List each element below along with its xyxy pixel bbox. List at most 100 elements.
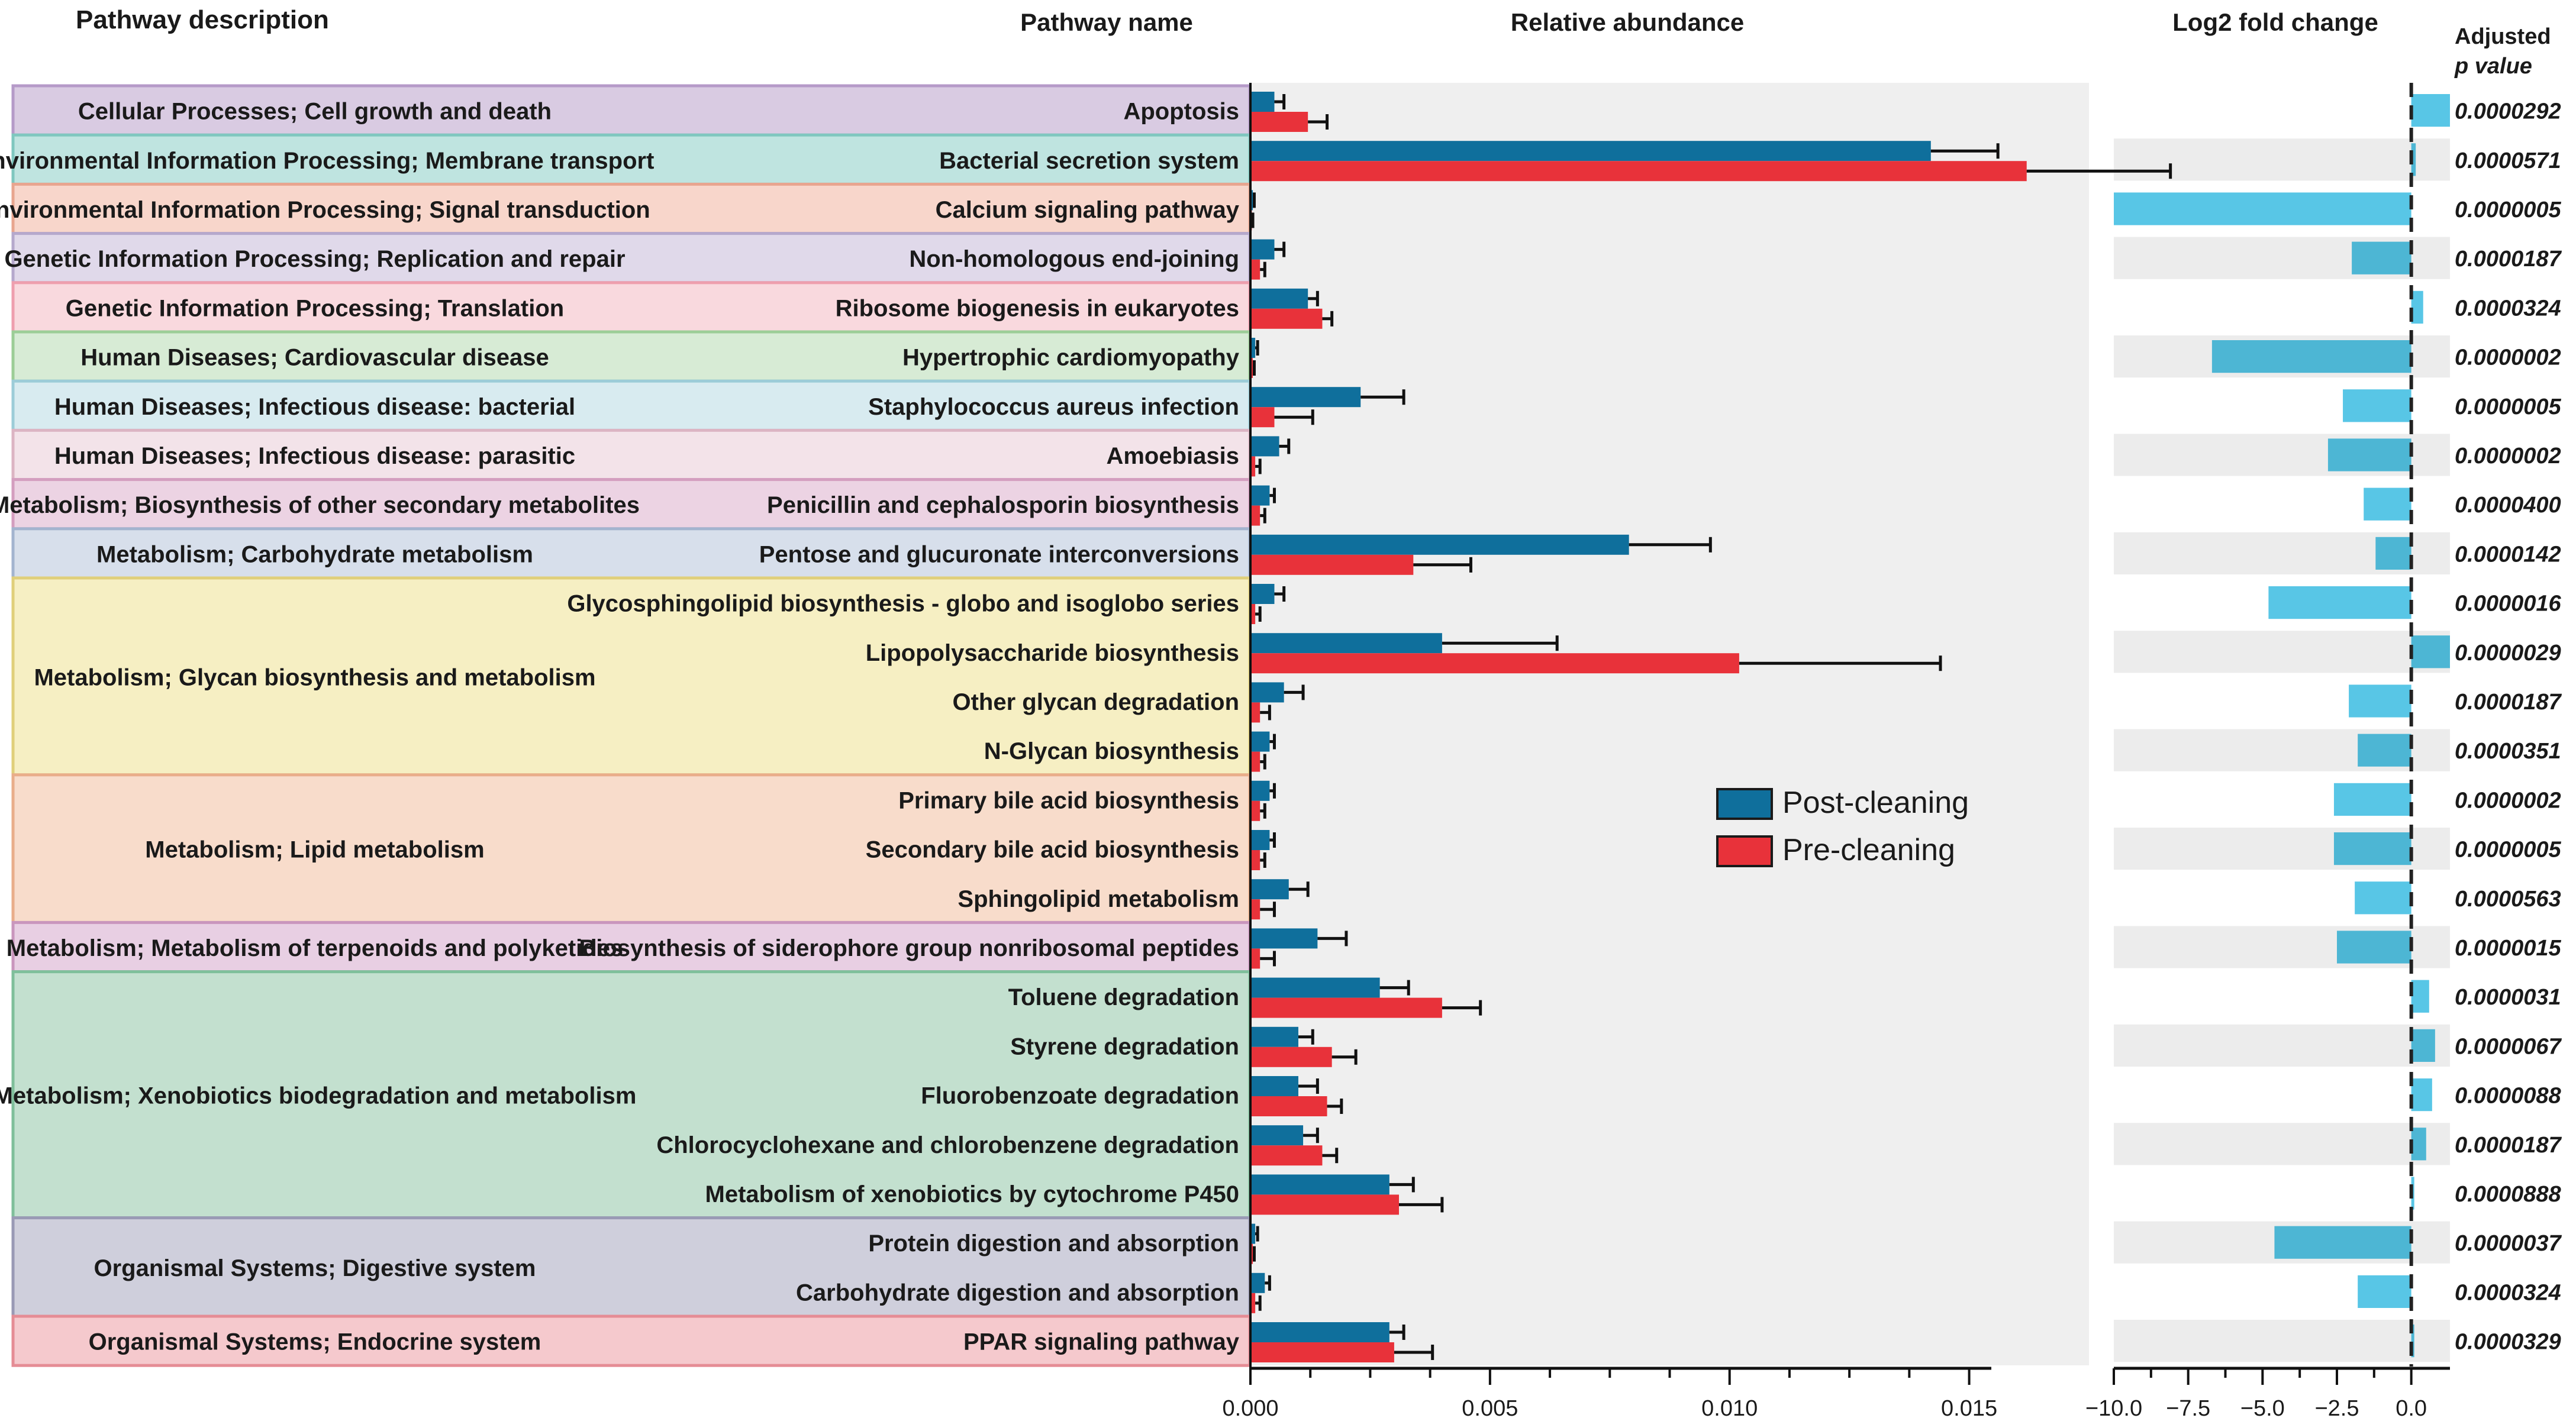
category-label: Organismal Systems; Endocrine system xyxy=(89,1329,541,1355)
abundance-panel-background xyxy=(1249,83,2089,1365)
row-stripe xyxy=(2114,1024,2450,1067)
p-value-label: 0.0000142 xyxy=(2455,542,2561,567)
fold-tick-label: −10.0 xyxy=(2085,1396,2142,1418)
fold-change-bar xyxy=(2411,1078,2432,1112)
header-pathway-name: Pathway name xyxy=(1020,8,1193,36)
fold-change-bar xyxy=(2411,1029,2435,1062)
p-value-label: 0.0000015 xyxy=(2455,936,2561,961)
fold-change-bar xyxy=(2349,684,2411,718)
pathway-name-label: Biosynthesis of siderophore group nonrib… xyxy=(579,935,1239,961)
fold-change-bar xyxy=(2274,1226,2411,1259)
category-label: Metabolism; Lipid metabolism xyxy=(145,837,484,863)
header-adjusted: Adjusted xyxy=(2455,24,2551,49)
category-box xyxy=(11,1314,1252,1367)
axes: 0.000 0.005 0.010 0.015 −10.0 −7.5 −5.0 −2.5 0.0 xyxy=(1222,83,2450,1418)
p-value-label: 0.0000324 xyxy=(2455,296,2561,321)
post-cleaning-bar xyxy=(1250,288,1308,309)
category-groups: Cellular Processes; Cell growth and deat… xyxy=(0,84,1252,1367)
pre-cleaning-bar xyxy=(1250,358,1253,378)
fold-tick-label: −2.5 xyxy=(2314,1396,2359,1418)
row-stripe xyxy=(2114,1123,2450,1165)
pathway-name-label: Metabolism of xenobiotics by cytochrome … xyxy=(705,1181,1239,1207)
category-label: Environmental Information Processing; Me… xyxy=(0,148,654,174)
post-cleaning-bar xyxy=(1250,1223,1256,1244)
post-cleaning-bar xyxy=(1250,534,1629,555)
category-box xyxy=(11,428,1252,482)
fold-change-bar xyxy=(2355,881,2411,915)
category-label: Metabolism; Biosynthesis of other second… xyxy=(0,492,640,518)
post-cleaning-bar xyxy=(1250,239,1275,260)
fold-change-bar xyxy=(2352,241,2411,274)
pathway-name-label: Protein digestion and absorption xyxy=(868,1230,1239,1257)
row-stripe xyxy=(2114,1320,2450,1362)
pre-cleaning-bar xyxy=(1250,1046,1332,1067)
post-cleaning-bar xyxy=(1250,338,1256,358)
pathway-name-label: Carbohydrate digestion and absorption xyxy=(796,1280,1239,1306)
pathway-name-label: Bacterial secretion system xyxy=(939,148,1239,174)
category-label: Human Diseases; Infectious disease: bact… xyxy=(54,394,575,420)
category-label: Genetic Information Processing; Translat… xyxy=(66,295,564,321)
abundance-tick-label: 0.005 xyxy=(1462,1396,1518,1418)
header-pathway-description: Pathway description xyxy=(76,5,329,34)
pre-cleaning-bar xyxy=(1250,948,1260,969)
category-box xyxy=(11,84,1252,137)
p-value-label: 0.0000005 xyxy=(2455,198,2561,222)
pathway-name-label: N-Glycan biosynthesis xyxy=(984,738,1239,764)
fold-change-bar xyxy=(2327,438,2411,471)
category-label: Metabolism; Carbohydrate metabolism xyxy=(96,541,533,567)
p-value-label: 0.0000016 xyxy=(2455,592,2561,616)
pre-cleaning-bar xyxy=(1250,1145,1323,1166)
pathway-name-label: Non-homologous end-joining xyxy=(909,246,1239,272)
legend-pre-label: Pre-cleaning xyxy=(1782,833,1955,867)
pre-cleaning-bar xyxy=(1250,259,1260,280)
pathway-name-label: Staphylococcus aureus infection xyxy=(868,394,1239,420)
post-cleaning-bar xyxy=(1250,1272,1265,1293)
p-value-label: 0.0000002 xyxy=(2455,444,2561,469)
category-box xyxy=(11,773,1252,924)
legend-post-swatch xyxy=(1716,788,1773,820)
pathway-name-label: Sphingolipid metabolism xyxy=(957,886,1239,912)
row-stripe xyxy=(2114,138,2450,181)
p-value-label: 0.0000187 xyxy=(2455,247,2562,272)
pathway-name-label: Penicillin and cephalosporin biosynthesi… xyxy=(767,492,1239,518)
fold-change-bar xyxy=(2411,980,2429,1013)
pre-cleaning-bar xyxy=(1250,554,1414,575)
post-cleaning-bar xyxy=(1250,1174,1389,1195)
category-label: Human Diseases; Cardiovascular disease xyxy=(80,345,549,371)
pathway-name-label: PPAR signaling pathway xyxy=(963,1329,1240,1355)
fold-change-bar xyxy=(2411,635,2450,668)
category-label: Metabolism; Metabolism of terpenoids and… xyxy=(7,935,623,961)
pathway-name-label: Fluorobenzoate degradation xyxy=(921,1083,1239,1109)
pre-cleaning-bar xyxy=(1250,899,1260,920)
p-value-label: 0.0000067 xyxy=(2455,1034,2562,1059)
p-value-label: 0.0000088 xyxy=(2455,1084,2561,1109)
p-value-label: 0.0000029 xyxy=(2455,641,2561,666)
p-value-label: 0.0000187 xyxy=(2455,690,2562,715)
pre-cleaning-bar xyxy=(1250,751,1260,772)
post-cleaning-bar xyxy=(1250,190,1253,211)
post-cleaning-bar xyxy=(1250,1322,1389,1342)
post-cleaning-bar xyxy=(1250,780,1270,801)
fold-change-bar xyxy=(2358,734,2411,767)
abundance-tick-label: 0.015 xyxy=(1941,1396,1997,1418)
pre-cleaning-bar xyxy=(1250,604,1256,624)
fold-change-bar xyxy=(2411,143,2416,176)
p-value-column: 0.0000292 0.0000571 0.0000005 0.0000187 0.00… xyxy=(2455,99,2562,1355)
fold-change-bar xyxy=(2336,931,2411,964)
pathway-name-label: Pentose and glucuronate interconversions xyxy=(759,541,1239,567)
fold-change-bar xyxy=(2411,290,2423,324)
pre-cleaning-bar xyxy=(1250,161,2027,182)
category-label: Metabolism; Xenobiotics biodegradation a… xyxy=(0,1083,636,1109)
row-stripe xyxy=(2114,631,2450,673)
pathway-name-label: Toluene degradation xyxy=(1008,984,1239,1010)
pre-cleaning-bar xyxy=(1250,112,1308,132)
p-value-label: 0.0000037 xyxy=(2455,1231,2562,1256)
post-cleaning-bar xyxy=(1250,1125,1304,1146)
post-cleaning-bar xyxy=(1250,830,1270,850)
abundance-tick-label: 0.000 xyxy=(1222,1396,1278,1418)
fold-change-bar xyxy=(2343,389,2411,422)
pathway-name-label: Glycosphingolipid biosynthesis - globo a… xyxy=(567,591,1239,617)
fold-change-bar xyxy=(2358,1275,2411,1308)
post-cleaning-bar xyxy=(1250,977,1380,998)
